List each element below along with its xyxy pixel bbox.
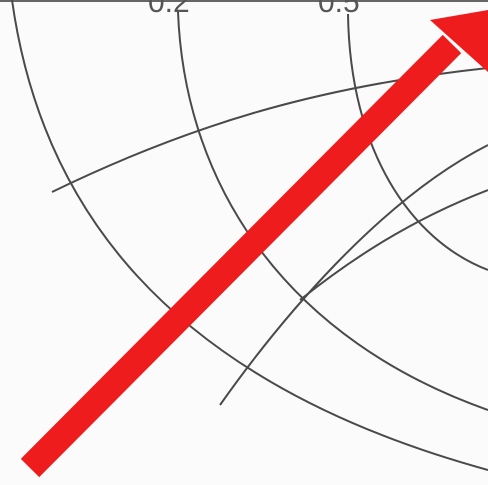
red-arrow-shaft bbox=[20, 34, 462, 478]
outer-circle-arc bbox=[11, 0, 488, 471]
resistance-circle-0-5 bbox=[347, 13, 488, 271]
reactance-arc-lower bbox=[219, 144, 488, 406]
reactance-arc-mid bbox=[299, 189, 488, 301]
tick-label-0-5: 0.5 bbox=[318, 0, 360, 19]
tick-label-0-2: 0.2 bbox=[148, 0, 190, 19]
red-arrow-head bbox=[430, 10, 488, 72]
